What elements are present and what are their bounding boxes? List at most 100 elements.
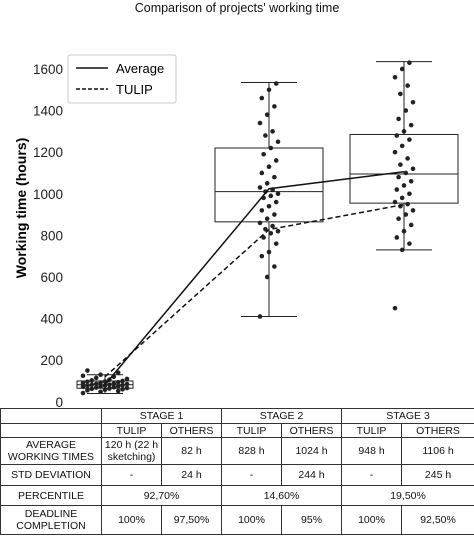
- sub-header: TULIP: [101, 423, 162, 438]
- data-point: [392, 305, 398, 311]
- data-point: [396, 116, 401, 122]
- data-point: [266, 249, 272, 255]
- table-cell: 828 h: [221, 437, 283, 465]
- row-label: DEADLINE COMPLETION: [0, 505, 102, 535]
- data-point: [264, 216, 270, 222]
- data-point: [410, 208, 416, 213]
- legend-frame: [67, 54, 177, 104]
- boxes-layer: [76, 61, 459, 394]
- data-point: [408, 178, 414, 184]
- table-cell: 1024 h: [281, 437, 343, 465]
- data-point: [85, 388, 90, 393]
- box-2: [214, 147, 324, 223]
- table-cell: 24 h: [160, 464, 223, 486]
- y-axis-label: Working time (hours): [13, 138, 29, 279]
- data-point: [259, 253, 265, 259]
- data-point: [270, 129, 275, 134]
- data-point: [261, 151, 266, 157]
- table-cell: 92,50%: [401, 505, 474, 535]
- data-point: [275, 139, 281, 145]
- table-row: STD DEVIATION - 24 h - 244 h - 245 h: [0, 464, 474, 486]
- y-tick-label: 1000: [33, 187, 63, 202]
- data-point: [268, 193, 274, 199]
- legend-label-tulip: TULIP: [116, 82, 153, 97]
- data-point: [272, 174, 277, 180]
- table-cell: -: [341, 464, 403, 486]
- y-tick-label: 200: [40, 353, 63, 368]
- data-point: [272, 264, 277, 269]
- data-point: [273, 81, 279, 86]
- table-cell: 244 h: [281, 464, 343, 486]
- table-cell: 97,50%: [160, 505, 223, 535]
- data-point: [263, 226, 268, 232]
- data-point: [273, 158, 279, 163]
- data-point: [89, 386, 95, 392]
- data-point: [399, 195, 405, 201]
- data-point: [398, 162, 403, 167]
- data-point: [396, 216, 401, 222]
- table-cell: 100%: [101, 505, 162, 535]
- data-point: [80, 384, 86, 390]
- statistics-table: STAGE 1 STAGE 2 STAGE 3 TULIP OTHERS TUL…: [0, 408, 474, 535]
- data-point: [266, 203, 272, 209]
- data-point: [275, 191, 281, 197]
- data-point: [396, 174, 401, 180]
- data-point: [264, 112, 270, 118]
- data-point: [410, 99, 416, 105]
- table-subheader-row: TULIP OTHERS TULIP OTHERS TULIP OTHERS: [0, 423, 474, 438]
- data-point: [115, 379, 121, 385]
- y-tick-label: 800: [40, 228, 63, 243]
- data-point: [120, 382, 125, 388]
- data-point: [401, 183, 407, 188]
- data-point: [257, 185, 263, 190]
- data-point: [124, 385, 130, 391]
- table-row: AVERAGE WORKING TIMES 120 h (22 h sketch…: [0, 437, 474, 465]
- data-point: [263, 133, 268, 138]
- data-point: [115, 388, 121, 394]
- series-line-tulip: [104, 203, 405, 378]
- legend: Average TULIP: [67, 54, 177, 104]
- table-cell: 95%: [281, 505, 343, 535]
- data-point: [259, 95, 265, 101]
- data-point: [407, 191, 412, 197]
- sub-header: OTHERS: [281, 423, 343, 438]
- legend-label-average: Average: [116, 61, 164, 76]
- table-cell: [0, 423, 102, 438]
- sub-header: TULIP: [341, 423, 403, 438]
- data-point: [268, 230, 274, 236]
- data-point: [272, 212, 277, 217]
- data-point: [401, 129, 407, 134]
- data-point: [85, 383, 90, 389]
- data-point: [405, 83, 410, 88]
- y-tick-label: 400: [40, 312, 63, 327]
- data-point: [266, 164, 272, 170]
- cell-line: 120 h (22 h: [104, 439, 159, 451]
- data-point: [80, 390, 86, 396]
- data-point: [93, 375, 99, 381]
- data-point: [259, 208, 265, 213]
- table-cell: -: [101, 464, 162, 486]
- data-point: [120, 386, 125, 392]
- data-point: [257, 314, 263, 319]
- data-point: [120, 378, 125, 384]
- table-cell: 120 h (22 h sketching): [101, 437, 162, 465]
- table-cell: 82 h: [160, 437, 223, 465]
- chart-title: Comparison of projects' working time: [134, 1, 340, 15]
- data-point: [392, 74, 398, 80]
- data-point: [268, 145, 274, 151]
- row-label: STD DEVIATION: [0, 464, 102, 486]
- data-point: [93, 385, 99, 390]
- table-row: PERCENTILE 92,70% 14,60% 19,50%: [0, 485, 474, 506]
- table-cell: 1106 h: [401, 437, 474, 465]
- data-point: [89, 378, 95, 383]
- table-header-row: STAGE 1 STAGE 2 STAGE 3: [0, 408, 474, 424]
- sub-header: TULIP: [221, 423, 283, 438]
- y-tick-label: 600: [40, 270, 63, 285]
- series-lines: [104, 170, 405, 386]
- data-point: [408, 122, 414, 128]
- data-point: [410, 166, 416, 172]
- row-label: PERCENTILE: [0, 485, 102, 506]
- data-point: [102, 387, 108, 392]
- table-cell: 19,50%: [341, 485, 474, 506]
- data-point: [272, 104, 277, 109]
